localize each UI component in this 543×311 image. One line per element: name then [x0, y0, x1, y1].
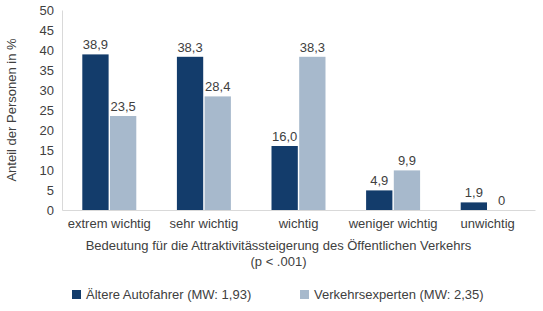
y-tick-label: 50 [40, 3, 54, 18]
legend-swatch [72, 290, 81, 299]
chart: 0 5 10 15 20 25 30 35 40 45 50 extrem wichtig sehr w… [0, 0, 543, 311]
y-tick-label: 5 [47, 183, 54, 198]
bar [366, 190, 392, 210]
legend-swatch [300, 290, 309, 299]
bar [205, 96, 231, 210]
data-label: 16,0 [272, 129, 297, 144]
legend-label: Ältere Autofahrer (MW: 1,93) [86, 287, 251, 302]
y-tick: 40 [40, 43, 62, 58]
legend: Ältere Autofahrer (MW: 1,93) Verkehrsexpe… [72, 287, 484, 302]
y-tick-label: 0 [47, 203, 54, 218]
annotation: (p < .001) [250, 254, 306, 269]
bar [272, 146, 298, 210]
x-tick-label: sehr wichtig [170, 216, 239, 231]
x-tick-label: wichtig [278, 216, 319, 231]
legend-label: Verkehrsexperten (MW: 2,35) [314, 287, 484, 302]
x-tick: wichtig [278, 210, 319, 231]
y-tick: 5 [47, 183, 62, 198]
bar [177, 57, 203, 210]
data-label: 38,3 [300, 40, 325, 55]
y-tick: 15 [40, 143, 62, 158]
x-axis-line [63, 210, 536, 211]
x-tick-label: unwichtig [461, 216, 515, 231]
x-axis-title: Bedeutung für die Attraktivitässteigerun… [86, 238, 472, 253]
data-label: 9,9 [398, 153, 416, 168]
data-label: 38,9 [83, 37, 108, 52]
data-label: 38,3 [177, 40, 202, 55]
bar [461, 202, 487, 210]
x-tick-label: weniger wichtig [348, 216, 438, 231]
y-tick-label: 15 [40, 143, 54, 158]
x-tick: unwichtig [461, 210, 515, 231]
x-tick: extrem wichtig [68, 210, 151, 231]
data-label: 0 [498, 193, 505, 208]
y-tick: 0 [47, 203, 62, 218]
bar [110, 116, 136, 210]
y-tick: 45 [40, 23, 62, 38]
y-tick-label: 35 [40, 63, 54, 78]
y-tick-label: 30 [40, 83, 54, 98]
bar [299, 57, 325, 210]
y-tick: 20 [40, 123, 62, 138]
bar [488, 210, 514, 211]
y-tick: 10 [40, 163, 62, 178]
bars [82, 54, 487, 210]
x-tick: weniger wichtig [348, 210, 438, 231]
x-axis: extrem wichtig sehr wichtig wichtig weniger… [63, 210, 536, 231]
x-tick: sehr wichtig [170, 210, 239, 231]
data-label: 4,9 [370, 173, 388, 188]
data-label: 23,5 [110, 99, 135, 114]
y-tick-label: 45 [40, 23, 54, 38]
plot: 0 5 10 15 20 25 30 35 40 45 50 extrem wichtig sehr w… [40, 3, 536, 232]
y-tick: 30 [40, 83, 62, 98]
y-tick-label: 20 [40, 123, 54, 138]
y-tick-label: 10 [40, 163, 54, 178]
y-tick: 25 [40, 103, 62, 118]
bar [394, 170, 420, 210]
y-axis-title: Anteil der Personen in % [4, 38, 19, 182]
data-label: 1,9 [465, 185, 483, 200]
y-axis: 0 5 10 15 20 25 30 35 40 45 50 [40, 3, 63, 218]
data-labels: 38,9 38,3 16,0 4,9 1,9 23,5 28,4 38,3 9,9 0 [83, 37, 505, 208]
x-tick-label: extrem wichtig [68, 216, 151, 231]
y-axis-line [62, 11, 63, 211]
bar [82, 54, 108, 210]
y-tick-label: 25 [40, 103, 54, 118]
y-tick: 50 [40, 3, 62, 18]
y-tick-label: 40 [40, 43, 54, 58]
data-label: 28,4 [205, 79, 230, 94]
y-tick: 35 [40, 63, 62, 78]
